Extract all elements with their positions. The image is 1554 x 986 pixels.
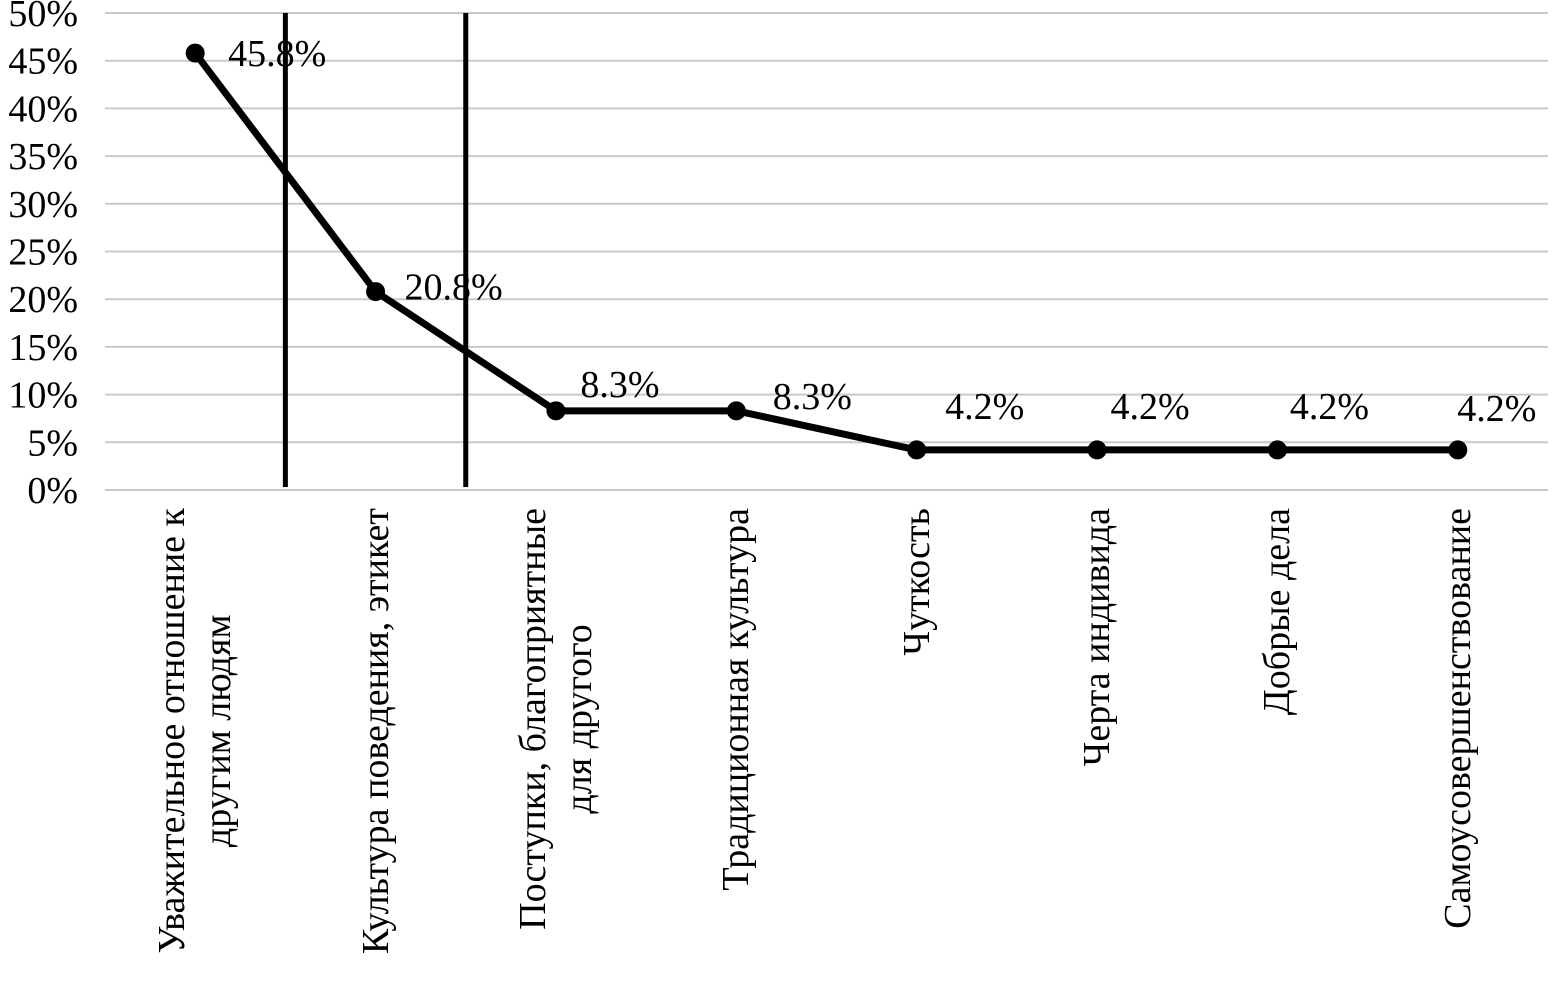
data-label: 20.8%: [404, 267, 502, 309]
data-label: 45.8%: [228, 33, 326, 75]
x-axis-label-text: Поступки, благоприятные для другого: [512, 508, 600, 930]
x-axis-label-text: Добрые дела: [1256, 508, 1298, 716]
data-point-marker: [1448, 440, 1468, 460]
y-axis-tick-label: 5%: [27, 422, 78, 464]
y-axis-tick-label: 20%: [8, 279, 78, 321]
data-label: 4.2%: [1110, 386, 1189, 428]
data-line: [191, 49, 1462, 454]
data-point-marker: [1087, 440, 1107, 460]
data-point-marker: [366, 282, 386, 302]
y-axis-tick-label: 45%: [8, 41, 78, 83]
y-axis-tick-label: 15%: [8, 327, 78, 369]
x-axis-label-text: Культура поведения, этикет: [355, 508, 397, 955]
data-point-marker: [546, 401, 566, 421]
data-point-marker: [907, 440, 927, 460]
y-axis-tick-label: 30%: [8, 184, 78, 226]
y-axis-tick-label: 10%: [8, 375, 78, 417]
y-axis-tick-label: 50%: [8, 0, 78, 35]
data-label: 8.3%: [773, 376, 852, 418]
data-point-marker: [185, 43, 205, 63]
y-axis-tick-label: 40%: [8, 88, 78, 130]
data-label: 4.2%: [1290, 386, 1369, 428]
x-axis-label-text: Самоусовершенствование: [1437, 508, 1479, 929]
x-axis-label-text: Традиционная культура: [715, 508, 757, 891]
x-axis-label-text: Уважительное отношение к другим людям: [151, 508, 239, 954]
x-axis-label-text: Черта индивида: [1076, 508, 1118, 767]
data-label: 8.3%: [580, 364, 659, 406]
y-axis-tick-label: 25%: [8, 232, 78, 274]
data-label: 4.2%: [1457, 388, 1536, 430]
x-axis-label-text: Чуткость: [896, 508, 938, 656]
data-point-marker: [726, 401, 746, 421]
data-label: 4.2%: [945, 386, 1024, 428]
y-axis-tick-label: 35%: [8, 136, 78, 178]
y-axis-tick-label: 0%: [27, 470, 78, 512]
data-point-marker: [1267, 440, 1287, 460]
